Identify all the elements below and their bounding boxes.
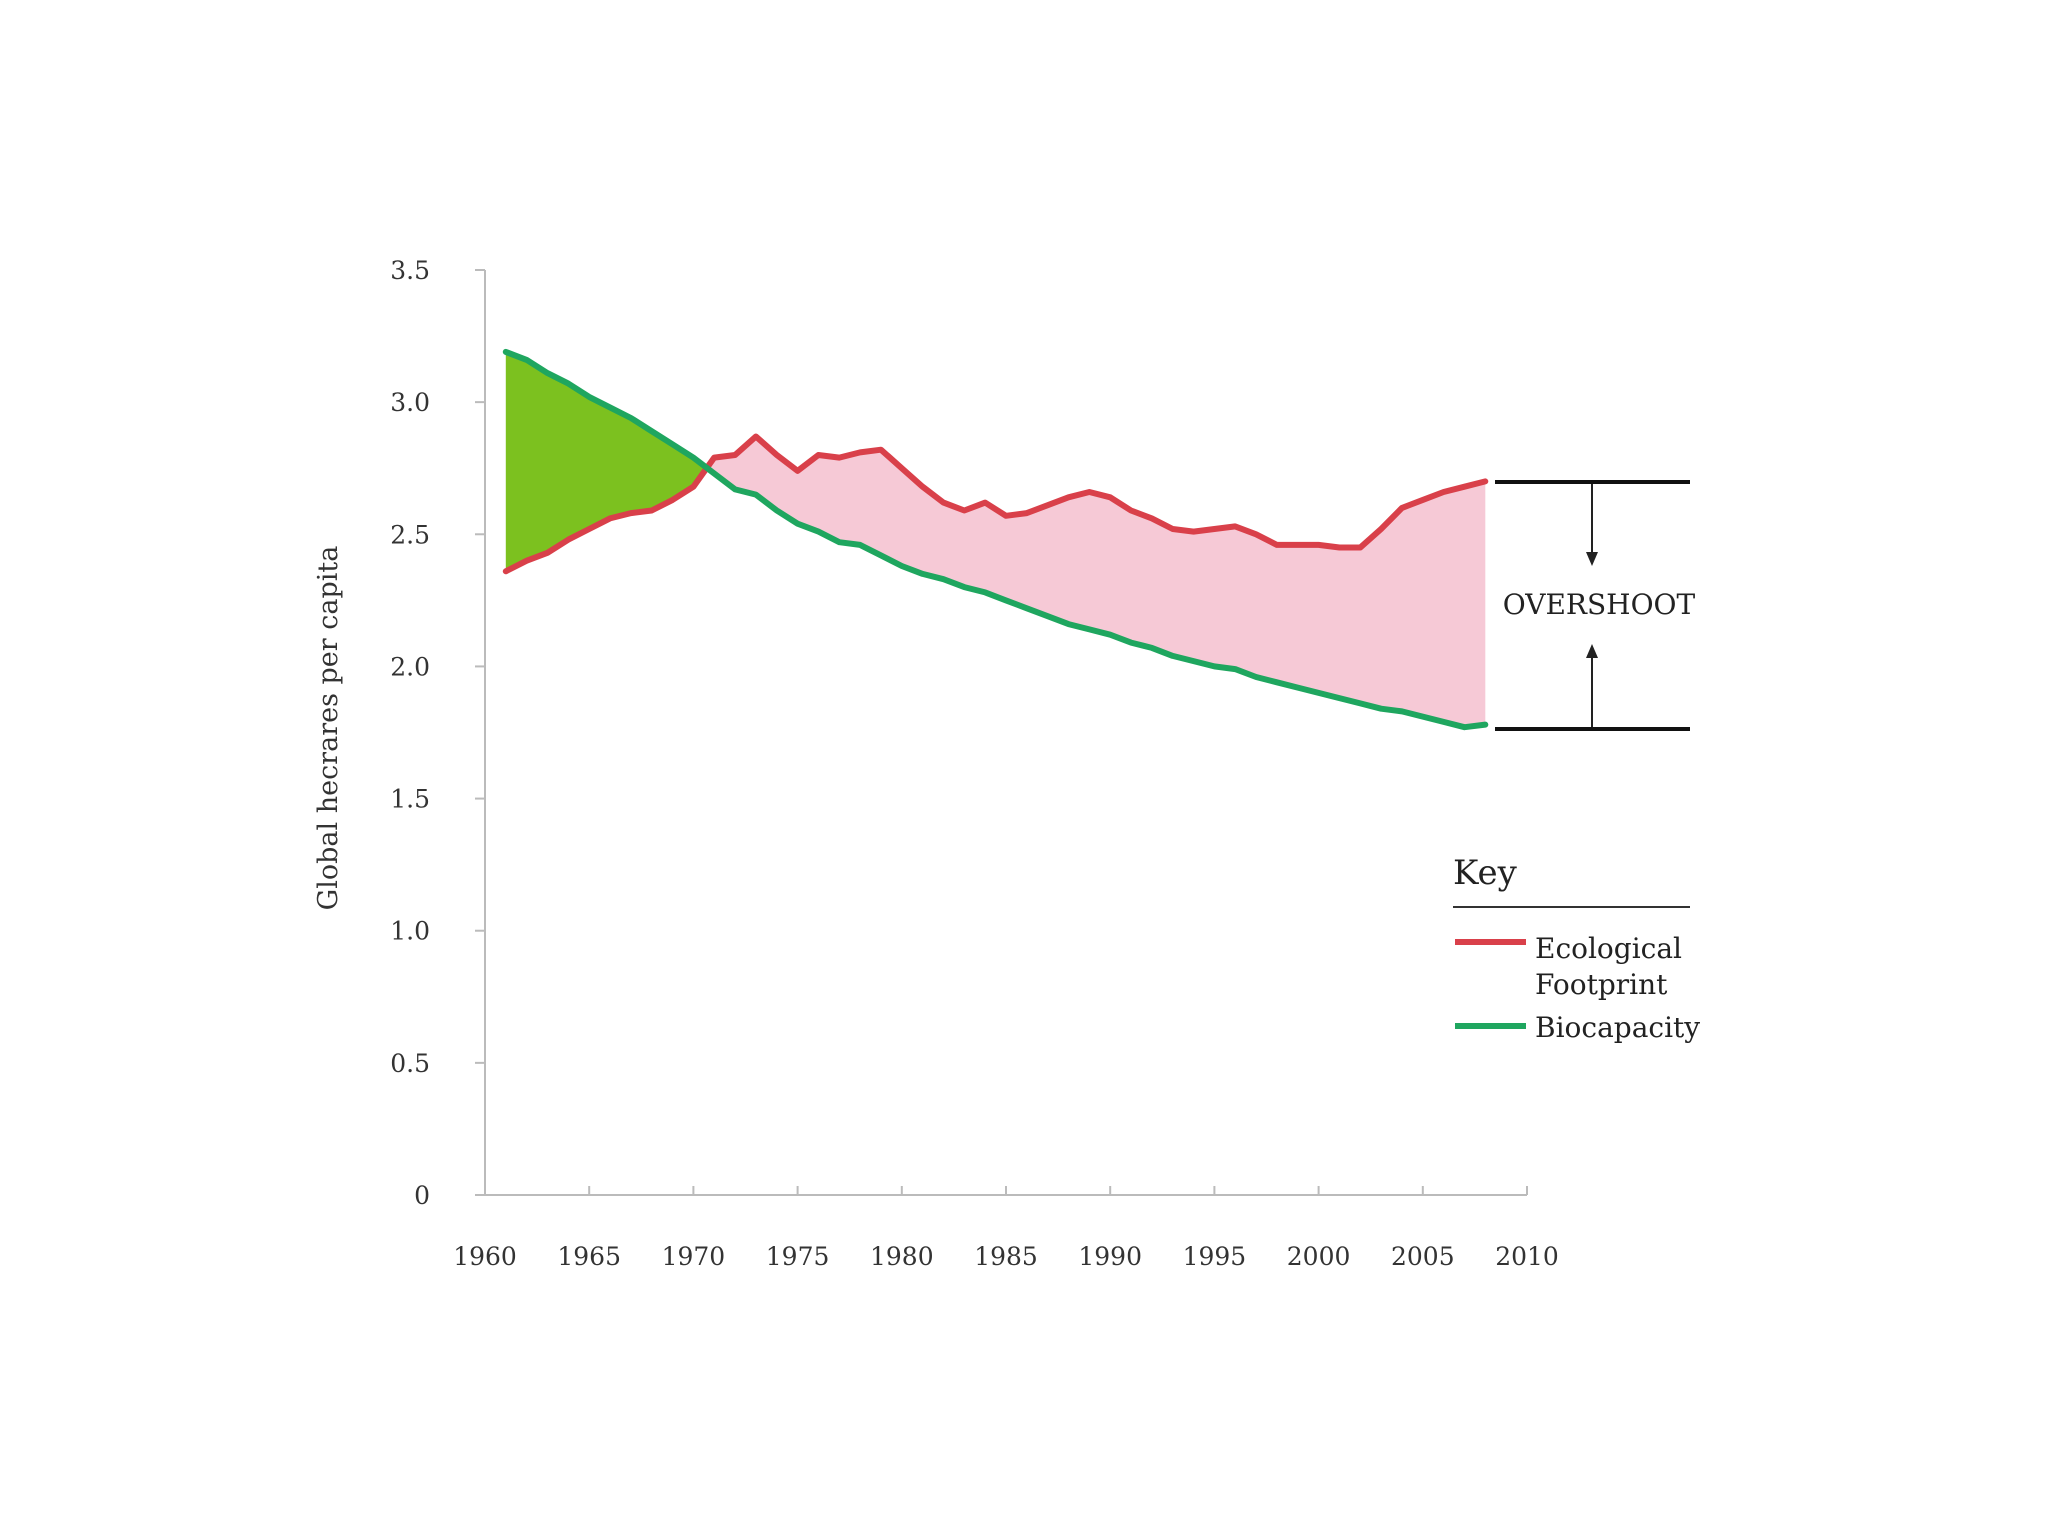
y-tick-label: 1.5 (390, 785, 430, 814)
overshoot-up-arrowhead-icon (1586, 644, 1598, 658)
x-tick-label: 1990 (1078, 1242, 1142, 1271)
x-tick-label: 2000 (1287, 1242, 1351, 1271)
y-tick-label: 3.0 (390, 388, 430, 417)
x-tick-label: 1980 (870, 1242, 934, 1271)
legend-label-footprint-line1: Ecological (1535, 932, 1682, 965)
legend-title: Key (1453, 853, 1518, 893)
x-tick-label: 2010 (1495, 1242, 1559, 1271)
y-tick-group: 0 0.5 1.0 1.5 2.0 2.5 3.0 3.5 (390, 256, 485, 1210)
y-tick-label: 2.5 (390, 520, 430, 549)
x-tick-label: 1985 (974, 1242, 1038, 1271)
x-tick-label: 1960 (453, 1242, 517, 1271)
axes (484, 270, 1527, 1196)
y-tick-label: 1.0 (390, 917, 430, 946)
legend-label-footprint: Ecological Footprint (1535, 932, 1691, 1001)
surplus-area (505, 351, 707, 572)
x-tick-label: 2005 (1391, 1242, 1455, 1271)
x-tick-label: 1975 (766, 1242, 830, 1271)
overshoot-down-arrowhead-icon (1586, 552, 1598, 566)
y-tick-label: 2.0 (390, 652, 430, 681)
footprint-line (502, 433, 1489, 575)
area-fills (505, 351, 1486, 728)
series-lines (502, 348, 1489, 731)
y-tick-label: 0 (414, 1181, 430, 1210)
deficit-area (706, 436, 1486, 728)
y-axis-label: Global hecrares per capita (313, 546, 344, 911)
y-tick-label: 3.5 (390, 256, 430, 285)
legend-label-biocapacity: Biocapacity (1535, 1011, 1700, 1044)
x-tick-label: 1995 (1183, 1242, 1247, 1271)
y-tick-label: 0.5 (390, 1049, 430, 1078)
x-tick-label: 1970 (662, 1242, 726, 1271)
legend: Key Ecological Footprint Biocapacity (1453, 853, 1700, 1044)
legend-label-footprint-line2: Footprint (1535, 968, 1668, 1001)
overshoot-label: OVERSHOOT (1503, 588, 1696, 621)
x-tick-label: 1965 (557, 1242, 621, 1271)
overshoot-annotation: OVERSHOOT (1495, 480, 1696, 731)
biocapacity-line (502, 348, 1489, 731)
x-tick-group: 1960 1965 1970 1975 1980 1985 1990 1995 2000 2005… (453, 1186, 1559, 1271)
